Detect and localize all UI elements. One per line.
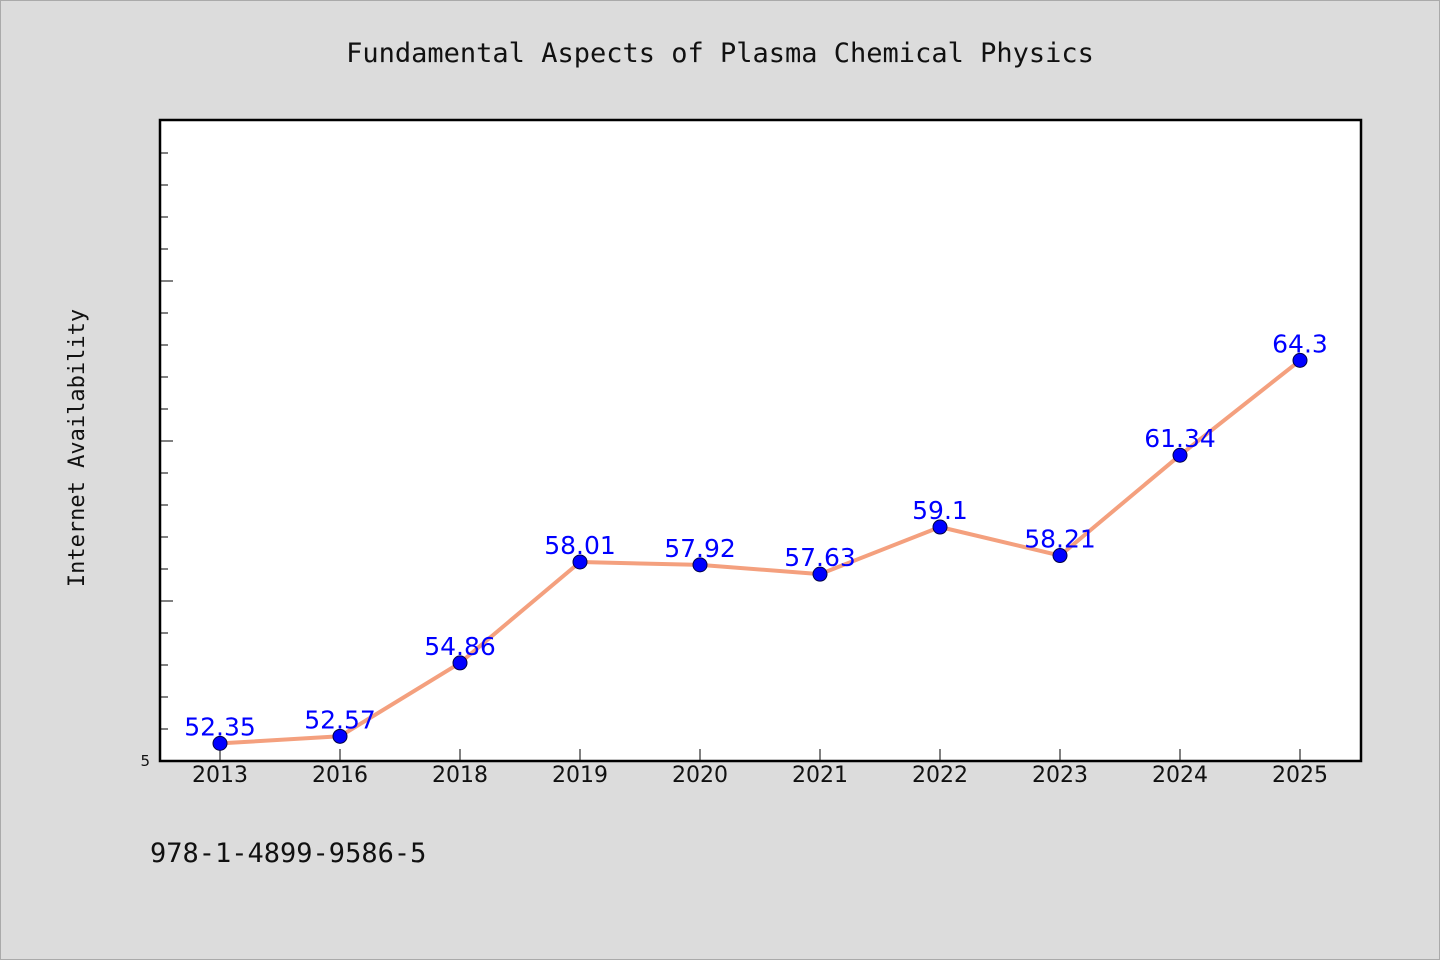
data-label: 58.21	[1024, 525, 1096, 554]
data-label: 58.01	[544, 531, 616, 560]
data-point	[812, 566, 828, 582]
chart-title: Fundamental Aspects of Plasma Chemical P…	[346, 38, 1094, 69]
data-point	[452, 655, 468, 671]
x-tick-label: 2020	[672, 763, 728, 788]
y-tick-label: 5	[140, 752, 150, 770]
data-point	[332, 728, 348, 744]
plot-area	[158, 118, 1363, 763]
x-tick-label: 2019	[552, 763, 608, 788]
data-point	[1052, 548, 1068, 564]
x-tick-label: 2022	[912, 763, 968, 788]
data-point	[692, 557, 708, 573]
series-markers	[212, 352, 1308, 751]
data-point	[212, 735, 228, 751]
x-tick-label: 2024	[1152, 763, 1208, 788]
series-line	[218, 358, 1302, 746]
x-tick-label: 2013	[192, 763, 248, 788]
x-tick-label: 2018	[432, 763, 488, 788]
x-axis-ticks	[219, 749, 1301, 761]
footer-isbn: 978-1-4899-9586-5	[150, 838, 426, 869]
data-point	[932, 519, 948, 535]
x-tick-label: 2021	[792, 763, 848, 788]
y-axis-label: Internet Availability	[65, 309, 90, 587]
data-point	[572, 554, 588, 570]
data-point	[1292, 352, 1308, 368]
data-label: 61.34	[1144, 424, 1216, 453]
x-tick-label: 2025	[1272, 763, 1328, 788]
x-tick-label: 2016	[312, 763, 368, 788]
data-label: 52.35	[184, 712, 256, 741]
data-labels: 52.35 52.57 54.86 58.01 57.92 57.63 59.1 58.21 6…	[184, 329, 1328, 741]
data-point	[1172, 447, 1188, 463]
data-label: 52.57	[304, 705, 376, 734]
data-label: 57.92	[664, 534, 736, 563]
data-label: 59.1	[912, 496, 968, 525]
x-tick-label: 2023	[1032, 763, 1088, 788]
data-label: 57.63	[784, 543, 856, 572]
y-axis-ticks	[160, 152, 173, 762]
data-label: 64.3	[1272, 329, 1328, 358]
x-axis-tick-labels: 2013 2016 2018 2019 2020 2021 2022 2023 2024 2025	[192, 763, 1328, 788]
data-label: 54.86	[424, 632, 496, 661]
